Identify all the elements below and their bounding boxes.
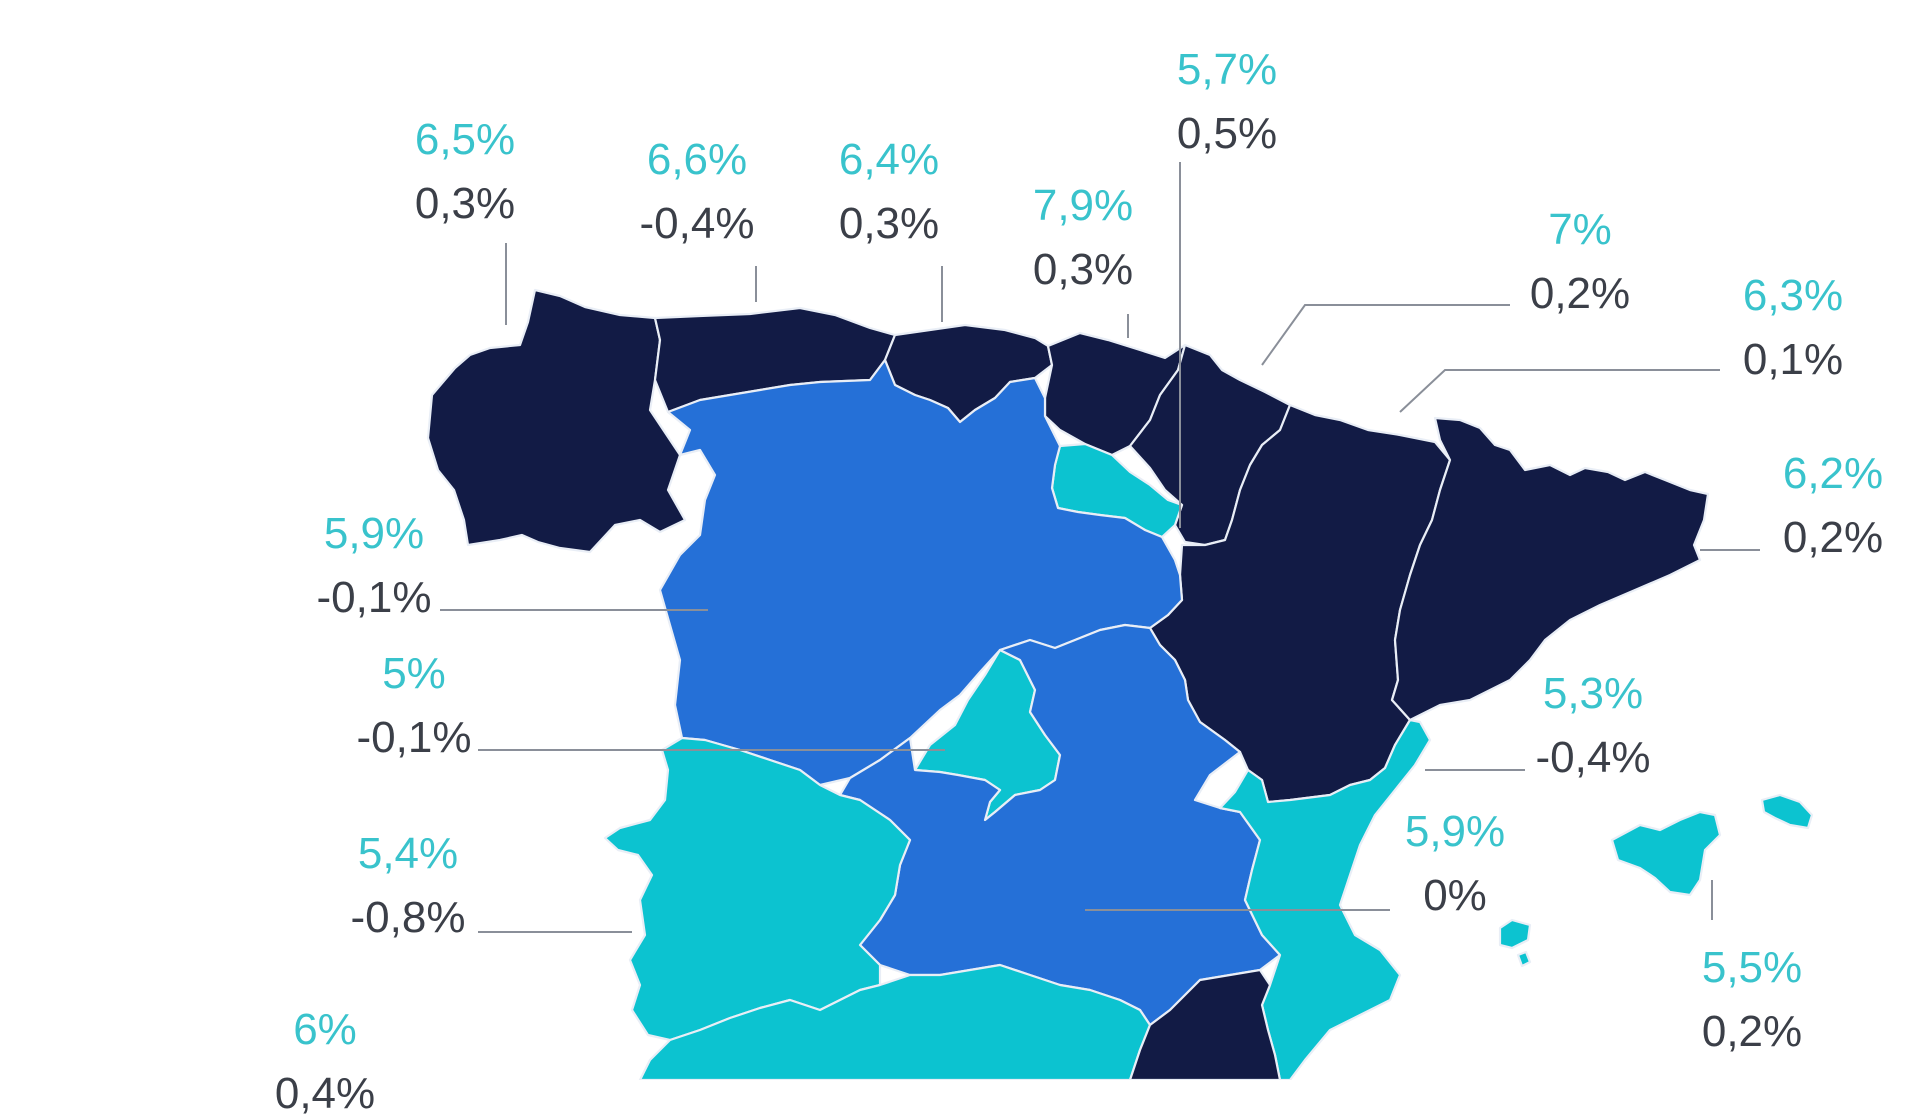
label-galicia-value2: 0,3%	[414, 179, 516, 228]
label-madrid: 5% -0,1%	[354, 652, 474, 760]
label-baleares-value1: 5,5%	[1701, 943, 1803, 992]
leader-navarra	[1261, 304, 1510, 366]
label-asturias-value1: 6,6%	[646, 135, 748, 184]
region-baleares	[1498, 793, 1814, 968]
map-canvas	[426, 162, 1814, 1080]
label-aragon-value2: 0,1%	[1742, 335, 1844, 384]
label-aragon: 6,3% 0,1%	[1738, 274, 1848, 382]
label-castilla-la-mancha-value1: 5,9%	[1404, 807, 1506, 856]
label-asturias: 6,6% -0,4%	[632, 138, 762, 246]
label-galicia-value1: 6,5%	[414, 115, 516, 164]
label-andalucia-value2: 0,4%	[274, 1069, 376, 1118]
label-castilla-la-mancha-value2: 0%	[1423, 871, 1487, 920]
label-navarra-value2: 0,2%	[1529, 269, 1631, 318]
label-castilla-la-mancha: 5,9% 0%	[1400, 810, 1510, 918]
label-baleares-value2: 0,2%	[1701, 1007, 1803, 1056]
label-pais-vasco-value1: 7,9%	[1032, 181, 1134, 230]
label-madrid-value2: -0,1%	[356, 713, 472, 762]
label-cataluna-value1: 6,2%	[1782, 449, 1884, 498]
label-andalucia-value1: 6%	[293, 1005, 357, 1054]
label-la-rioja: 5,7% 0,5%	[1172, 48, 1282, 156]
label-comunidad-valenciana: 5,3% -0,4%	[1528, 672, 1658, 780]
region-cataluna	[1390, 416, 1710, 722]
label-comunidad-valenciana-value2: -0,4%	[1535, 733, 1651, 782]
label-navarra-value1: 7%	[1548, 205, 1612, 254]
leader-lines	[440, 162, 1760, 933]
leader-aragon	[1399, 369, 1720, 413]
label-baleares: 5,5% 0,2%	[1697, 946, 1807, 1054]
label-cataluna: 6,2% 0,2%	[1778, 452, 1888, 560]
label-cantabria-value1: 6,4%	[838, 135, 940, 184]
label-cataluna-value2: 0,2%	[1782, 513, 1884, 562]
label-castilla-y-leon-value2: -0,1%	[316, 573, 432, 622]
label-la-rioja-value2: 0,5%	[1176, 109, 1278, 158]
label-comunidad-valenciana-value1: 5,3%	[1542, 669, 1644, 718]
region-galicia	[426, 288, 687, 554]
label-madrid-value1: 5%	[382, 649, 446, 698]
label-extremadura-value2: -0,8%	[350, 893, 466, 942]
label-extremadura: 5,4% -0,8%	[348, 832, 468, 940]
label-cantabria: 6,4% 0,3%	[834, 138, 944, 246]
label-aragon-value1: 6,3%	[1742, 271, 1844, 320]
label-navarra: 7% 0,2%	[1525, 208, 1635, 316]
label-castilla-y-leon-value1: 5,9%	[323, 509, 425, 558]
label-la-rioja-value1: 5,7%	[1176, 45, 1278, 94]
label-castilla-y-leon: 5,9% -0,1%	[314, 512, 434, 620]
spain-regions-map: 6,5% 0,3% 6,6% -0,4% 6,4% 0,3% 7,9% 0,3%…	[275, 48, 1888, 1116]
label-andalucia: 6% 0,4%	[270, 1008, 380, 1116]
region-murcia	[1128, 968, 1282, 1080]
label-pais-vasco-value2: 0,3%	[1032, 245, 1134, 294]
label-pais-vasco: 7,9% 0,3%	[1028, 184, 1138, 292]
label-extremadura-value1: 5,4%	[357, 829, 459, 878]
label-galicia: 6,5% 0,3%	[410, 118, 520, 226]
label-asturias-value2: -0,4%	[639, 199, 755, 248]
region-comunidad-valenciana	[1218, 718, 1432, 1080]
label-cantabria-value2: 0,3%	[838, 199, 940, 248]
region-castilla-y-leon	[658, 358, 1184, 787]
